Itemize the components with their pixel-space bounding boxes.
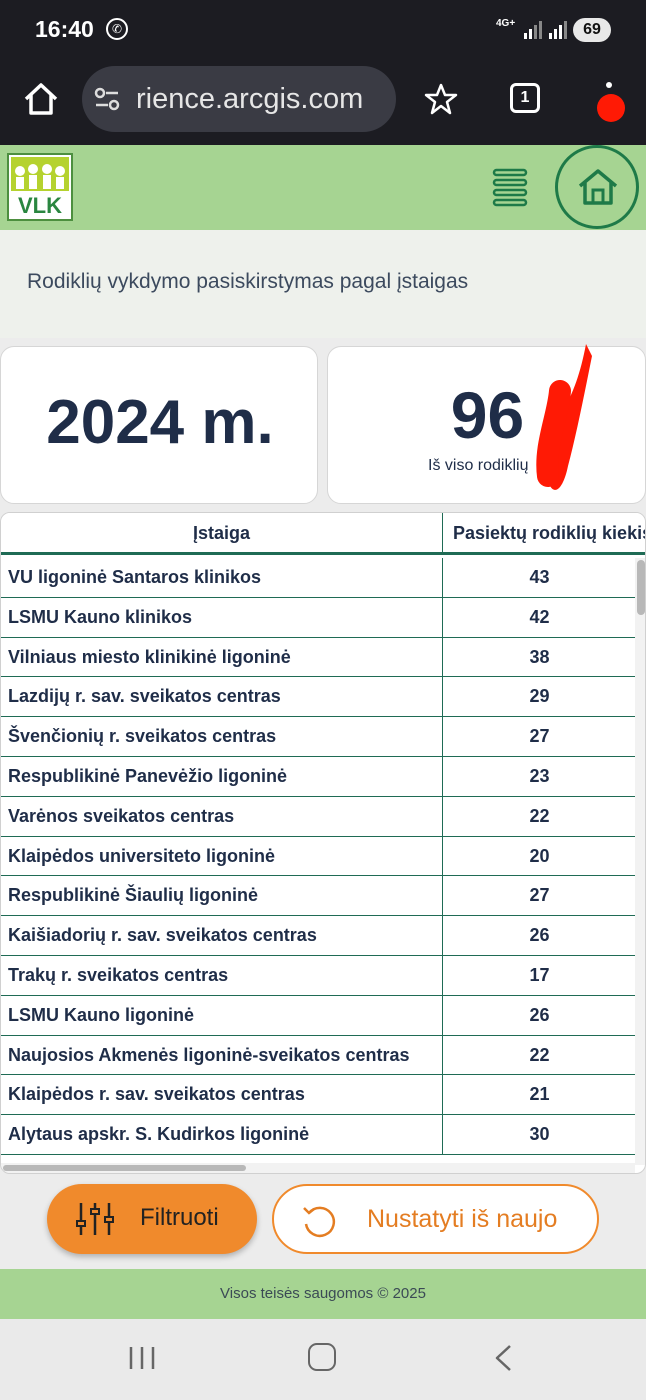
filter-button[interactable]: Filtruoti [47, 1184, 257, 1254]
column-header-institution[interactable]: Įstaiga [1, 513, 443, 555]
address-bar[interactable]: rience.arcgis.com [82, 66, 396, 132]
count-cell: 21 [529, 1084, 550, 1105]
logo-text: VLK [18, 193, 62, 218]
system-nav-bar [0, 1319, 646, 1400]
browser-toolbar: rience.arcgis.com 1 [0, 60, 646, 145]
filter-button-label: Filtruoti [140, 1204, 219, 1231]
count-cell: 38 [529, 646, 550, 667]
table-row[interactable]: Klaipėdos universiteto ligoninė 20 [1, 836, 635, 877]
reset-button-label: Nustatyti iš naujo [367, 1205, 558, 1233]
viber-icon: ✆ [106, 18, 128, 40]
table-row[interactable]: Vilniaus miesto klinikinė ligoninė 38 [1, 637, 635, 678]
menu-dot [606, 82, 612, 88]
count-cell: 23 [529, 765, 550, 786]
count-cell: 17 [529, 964, 550, 985]
signal-icon-2 [549, 21, 567, 39]
institution-name-cell: Naujosios Akmenės ligoninė-sveikatos cen… [1, 1035, 443, 1075]
count-cell: 27 [529, 726, 550, 747]
institution-name-cell: LSMU Kauno klinikos [1, 597, 443, 637]
total-card: 96 Iš viso rodiklių [327, 346, 646, 504]
status-time: 16:40 [35, 16, 94, 42]
column-header-count[interactable]: Pasiektų rodiklių kiekis [453, 523, 646, 543]
count-cell: 22 [529, 805, 550, 826]
institution-name-cell: Respublikinė Panevėžio ligoninė [1, 756, 443, 796]
vertical-scrollbar[interactable] [635, 558, 645, 1165]
institution-name-cell: Varėnos sveikatos centras [1, 796, 443, 836]
table-body: VU ligoninė Santaros klinikos 43 LSMU Kaun… [1, 558, 635, 1155]
count-cell: 22 [529, 1044, 550, 1065]
institution-name-cell: Kaišiadorių r. sav. sveikatos centras [1, 916, 443, 955]
institution-name-cell: Alytaus apskr. S. Kudirkos ligoninė [1, 1115, 443, 1154]
table-row[interactable]: Alytaus apskr. S. Kudirkos ligoninė 30 [1, 1115, 635, 1155]
horizontal-scroll-thumb[interactable] [3, 1165, 246, 1171]
year-value: 2024 m. [46, 388, 274, 457]
red-scribble-annotation [536, 344, 592, 490]
home-circle-button[interactable] [555, 145, 639, 229]
count-cell: 29 [529, 686, 550, 707]
back-icon[interactable] [490, 1343, 516, 1373]
signal-icon [524, 21, 542, 39]
recent-apps-icon[interactable] [128, 1345, 156, 1371]
nav-home-icon[interactable] [308, 1343, 336, 1371]
table-row[interactable]: Lazdijų r. sav. sveikatos centras 29 [1, 677, 635, 718]
sliders-icon [76, 1203, 114, 1235]
institution-name-cell: Respublikinė Šiaulių ligoninė [1, 876, 443, 916]
institution-name-cell: LSMU Kauno ligoninė [1, 995, 443, 1035]
table-row[interactable]: VU ligoninė Santaros klinikos 43 [1, 558, 635, 598]
reset-button[interactable]: Nustatyti iš naujo [272, 1184, 599, 1254]
institution-name-cell: Švenčionių r. sveikatos centras [1, 717, 443, 756]
count-cell: 20 [529, 845, 550, 866]
institution-name-cell: VU ligoninė Santaros klinikos [1, 558, 443, 597]
url-text[interactable]: rience.arcgis.com [136, 83, 364, 115]
count-cell: 26 [529, 925, 550, 946]
title-band: Rodiklių vykdymo pasiskirstymas pagal įs… [0, 230, 646, 338]
page-title: Rodiklių vykdymo pasiskirstymas pagal įs… [27, 270, 469, 293]
home-circle-icon [578, 169, 618, 205]
count-cell: 43 [529, 567, 550, 587]
count-cell: 26 [529, 1004, 550, 1025]
institution-name-cell: Klaipėdos universiteto ligoninė [1, 836, 443, 876]
total-label: Iš viso rodiklių [428, 457, 529, 474]
vlk-logo[interactable]: VLK [7, 153, 73, 221]
table-row[interactable]: Respublikinė Panevėžio ligoninė 23 [1, 756, 635, 797]
app-header: VLK [0, 145, 646, 230]
vertical-scroll-thumb[interactable] [637, 560, 645, 615]
table-row[interactable]: LSMU Kauno ligoninė 26 [1, 995, 635, 1036]
table-row[interactable]: LSMU Kauno klinikos 42 [1, 597, 635, 638]
horizontal-scrollbar[interactable] [1, 1163, 635, 1173]
logo-figures-icon [11, 157, 69, 191]
year-card: 2024 m. [0, 346, 318, 504]
status-bar: 16:40 ✆ 4G+ 69 [0, 0, 646, 60]
table-row[interactable]: Varėnos sveikatos centras 22 [1, 796, 635, 837]
table-row[interactable]: Kaišiadorių r. sav. sveikatos centras 26 [1, 916, 635, 956]
institution-name-cell: Klaipėdos r. sav. sveikatos centras [1, 1075, 443, 1115]
table-row[interactable]: Klaipėdos r. sav. sveikatos centras 21 [1, 1075, 635, 1116]
footer: Visos teisės saugomos © 2025 [0, 1269, 646, 1319]
table-header: Įstaiga Pasiektų rodiklių kiekis [1, 513, 646, 555]
institution-name-cell: Vilniaus miesto klinikinė ligoninė [1, 637, 443, 677]
institutions-table[interactable]: Įstaiga Pasiektų rodiklių kiekis VU ligo… [0, 512, 646, 1174]
battery-indicator: 69 [573, 18, 611, 42]
institution-name-cell: Trakų r. sveikatos centras [1, 955, 443, 995]
table-row[interactable]: Trakų r. sveikatos centras 17 [1, 955, 635, 996]
reset-icon [303, 1206, 336, 1238]
total-value: 96 [450, 378, 525, 452]
home-icon[interactable] [22, 80, 60, 118]
network-type: 4G+ [496, 18, 516, 29]
table-row[interactable]: Naujosios Akmenės ligoninė-sveikatos cen… [1, 1035, 635, 1076]
menu-icon[interactable] [590, 78, 630, 128]
star-icon[interactable] [424, 82, 458, 116]
table-row[interactable]: Švenčionių r. sveikatos centras 27 [1, 717, 635, 757]
site-settings-icon[interactable] [92, 86, 122, 112]
tabs-icon[interactable]: 1 [510, 83, 540, 113]
institution-name-cell: Lazdijų r. sav. sveikatos centras [1, 677, 443, 717]
count-cell: 27 [529, 885, 550, 906]
table-row[interactable]: Respublikinė Šiaulių ligoninė 27 [1, 876, 635, 917]
count-cell: 42 [529, 606, 550, 627]
annotation-red-dot [597, 94, 625, 122]
count-cell: 30 [529, 1124, 550, 1145]
hamburger-icon[interactable] [490, 167, 530, 207]
